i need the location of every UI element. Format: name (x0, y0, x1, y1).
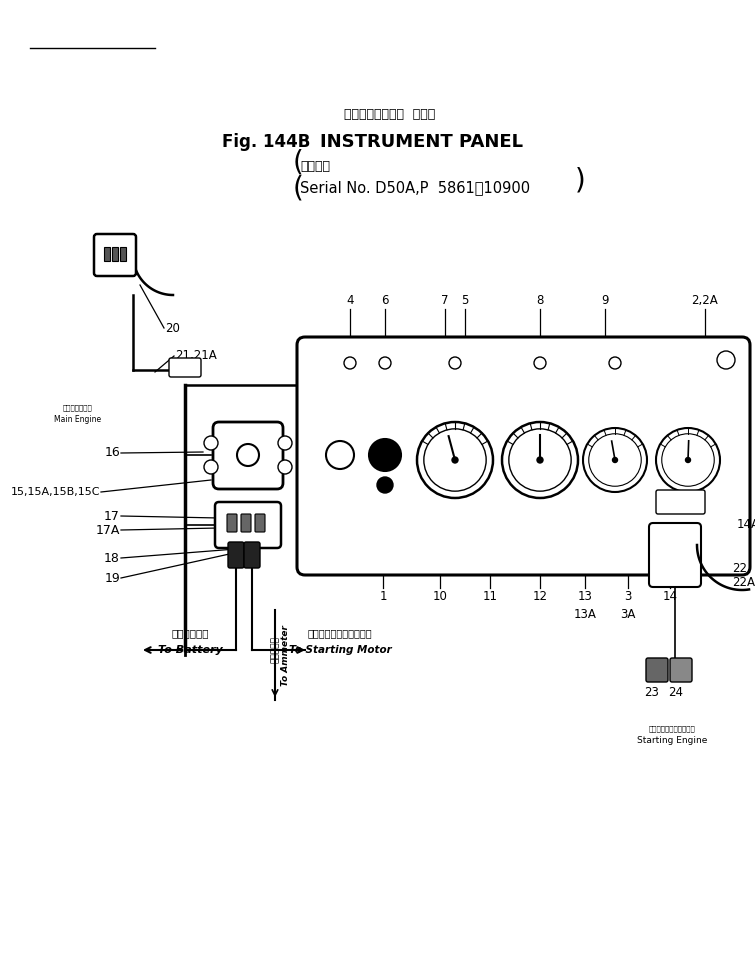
Circle shape (583, 428, 647, 492)
FancyBboxPatch shape (255, 514, 265, 532)
Text: 2,2A: 2,2A (692, 294, 718, 307)
Text: 17A: 17A (96, 523, 120, 537)
Text: 電流計　く: 電流計 く (270, 636, 279, 664)
Text: 8: 8 (536, 294, 544, 307)
Text: 21,21A: 21,21A (175, 349, 217, 362)
Text: 13: 13 (578, 590, 593, 603)
Text: 適用号機: 適用号機 (300, 160, 330, 174)
Text: 10: 10 (433, 590, 448, 603)
Text: 15,15A,15B,15C: 15,15A,15B,15C (11, 487, 100, 497)
FancyBboxPatch shape (649, 523, 701, 587)
Text: スターティングモータへ: スターティングモータへ (308, 628, 372, 638)
Circle shape (717, 351, 735, 369)
Circle shape (417, 422, 493, 498)
Text: 22A: 22A (732, 576, 755, 589)
Text: 22: 22 (732, 561, 747, 575)
Text: 19: 19 (104, 572, 120, 585)
Text: 18: 18 (104, 551, 120, 564)
Circle shape (424, 428, 486, 491)
FancyBboxPatch shape (244, 542, 260, 568)
Text: Starting Engine: Starting Engine (636, 736, 707, 745)
FancyBboxPatch shape (213, 422, 283, 489)
Circle shape (537, 457, 543, 463)
Text: 24: 24 (668, 686, 683, 699)
Circle shape (452, 457, 458, 463)
Circle shape (204, 460, 218, 474)
Text: 11: 11 (482, 590, 498, 603)
Text: メインエンジン: メインエンジン (63, 405, 93, 411)
Text: 7: 7 (441, 294, 448, 307)
Circle shape (377, 477, 393, 493)
FancyBboxPatch shape (94, 234, 136, 276)
Text: 23: 23 (645, 686, 659, 699)
Bar (104, 247, 110, 261)
Circle shape (534, 357, 546, 369)
Circle shape (326, 441, 354, 469)
Circle shape (379, 357, 391, 369)
Text: 5: 5 (461, 294, 469, 307)
Text: 14: 14 (662, 590, 677, 603)
Text: To Battery: To Battery (158, 645, 223, 655)
Circle shape (509, 428, 572, 491)
Text: To Ammeter: To Ammeter (281, 625, 289, 685)
Text: INSTRUMENT PANEL: INSTRUMENT PANEL (320, 133, 523, 151)
Text: ): ) (575, 166, 586, 194)
Text: Serial No. D50A,P  5861～10900: Serial No. D50A,P 5861～10900 (300, 181, 530, 195)
FancyBboxPatch shape (656, 490, 705, 514)
Text: 4: 4 (347, 294, 354, 307)
FancyBboxPatch shape (169, 358, 201, 377)
Bar (120, 247, 126, 261)
Circle shape (278, 460, 292, 474)
Text: インスツルメント  パネル: インスツルメント パネル (344, 108, 436, 121)
Circle shape (589, 433, 641, 486)
Text: 9: 9 (601, 294, 609, 307)
Text: 13A: 13A (574, 608, 596, 621)
Circle shape (237, 444, 259, 466)
Text: バッテリ　へ: バッテリ へ (171, 628, 208, 638)
Circle shape (609, 357, 621, 369)
Text: 16: 16 (104, 446, 120, 460)
FancyBboxPatch shape (215, 502, 281, 548)
Text: 3: 3 (624, 590, 632, 603)
Text: 6: 6 (381, 294, 389, 307)
Circle shape (369, 439, 401, 471)
Circle shape (656, 428, 720, 492)
Text: Main Engine: Main Engine (54, 416, 102, 425)
Circle shape (204, 436, 218, 450)
FancyBboxPatch shape (241, 514, 251, 532)
Circle shape (278, 436, 292, 450)
Circle shape (662, 433, 714, 486)
Text: 1: 1 (379, 590, 387, 603)
Text: 3A: 3A (621, 608, 636, 621)
Text: 14A: 14A (737, 518, 755, 532)
FancyBboxPatch shape (297, 337, 750, 575)
Text: (: ( (293, 149, 304, 177)
FancyBboxPatch shape (228, 542, 244, 568)
Text: スターティングエンジン: スターティングエンジン (649, 725, 695, 732)
Text: To Starting Motor: To Starting Motor (288, 645, 391, 655)
FancyBboxPatch shape (227, 514, 237, 532)
Circle shape (449, 357, 461, 369)
Text: 20: 20 (165, 321, 180, 335)
Text: (: ( (293, 174, 304, 202)
Bar (112, 247, 118, 261)
FancyBboxPatch shape (670, 658, 692, 682)
Text: 17: 17 (104, 509, 120, 522)
Circle shape (344, 357, 356, 369)
Text: 12: 12 (532, 590, 547, 603)
Circle shape (612, 458, 618, 463)
FancyBboxPatch shape (646, 658, 668, 682)
Text: Fig. 144B: Fig. 144B (222, 133, 310, 151)
Circle shape (502, 422, 578, 498)
Circle shape (686, 458, 691, 463)
